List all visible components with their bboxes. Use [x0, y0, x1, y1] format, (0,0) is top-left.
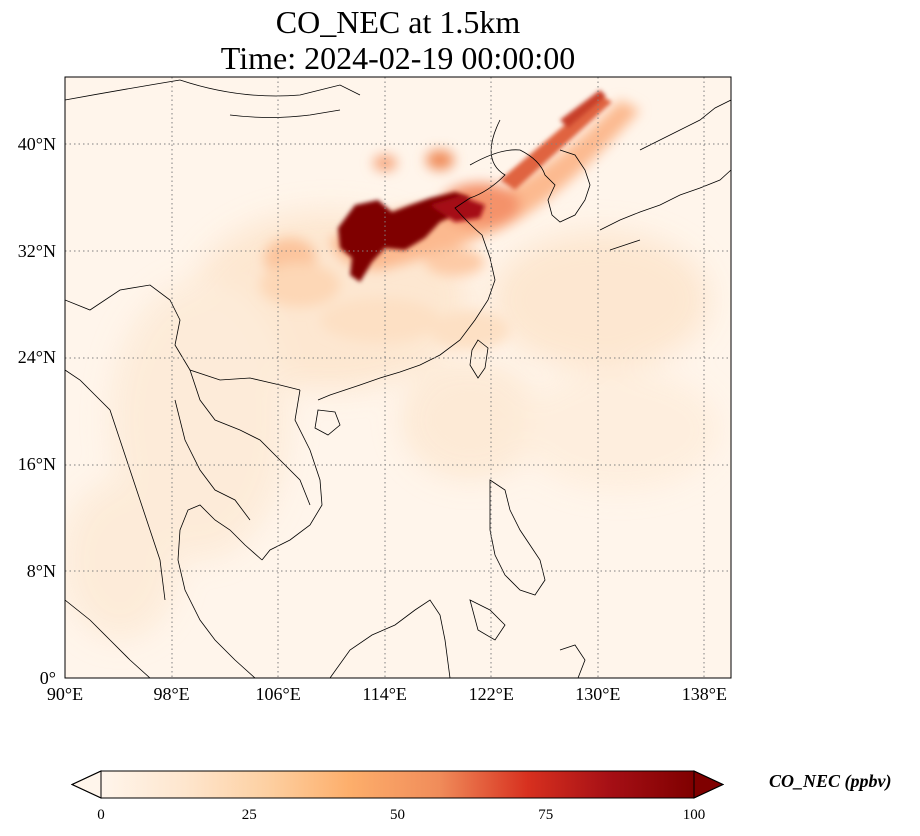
- colorbar-gradient: [101, 771, 694, 798]
- colorbar-tick-label: 0: [97, 807, 105, 823]
- lon-tick-label: 138°E: [681, 684, 727, 704]
- lon-tick-label: 98°E: [153, 684, 190, 704]
- map-title: CO_NEC at 1.5km: [275, 4, 521, 40]
- colorbar: [70, 770, 725, 799]
- lat-tick-label: 16°N: [17, 454, 56, 475]
- lat-tick-label: 8°N: [26, 561, 56, 582]
- colorbar-tick-label: 25: [241, 807, 257, 823]
- lon-tick-label: 90°E: [46, 684, 84, 704]
- lon-tick-label: 130°E: [575, 684, 621, 704]
- colorbar-tick-label: 50: [390, 807, 405, 823]
- lon-tick-label: 122°E: [468, 684, 514, 704]
- lon-tick-label: 114°E: [362, 684, 407, 704]
- lon-tick-label: 106°E: [255, 684, 301, 704]
- map-time-subtitle: Time: 2024-02-19 00:00:00: [220, 40, 576, 76]
- colorbar-outline: [70, 770, 725, 799]
- map-frame: [64, 76, 732, 679]
- colorbar-extend-max: [693, 770, 725, 799]
- colorbar-tick-label: 75: [538, 807, 554, 823]
- lat-tick-label: 0°: [39, 668, 56, 688]
- gridlines: [65, 77, 731, 678]
- colorbar-label: CO_NEC (ppbv): [769, 771, 892, 791]
- concentration-field: [65, 77, 731, 678]
- lat-tick-label: 40°N: [17, 133, 56, 154]
- lat-tick-label: 24°N: [17, 347, 56, 368]
- colorbar-extend-min: [70, 770, 102, 799]
- lat-tick-label: 32°N: [17, 240, 56, 261]
- coastlines: [65, 79, 731, 678]
- colorbar-tick-label: 100: [682, 807, 706, 823]
